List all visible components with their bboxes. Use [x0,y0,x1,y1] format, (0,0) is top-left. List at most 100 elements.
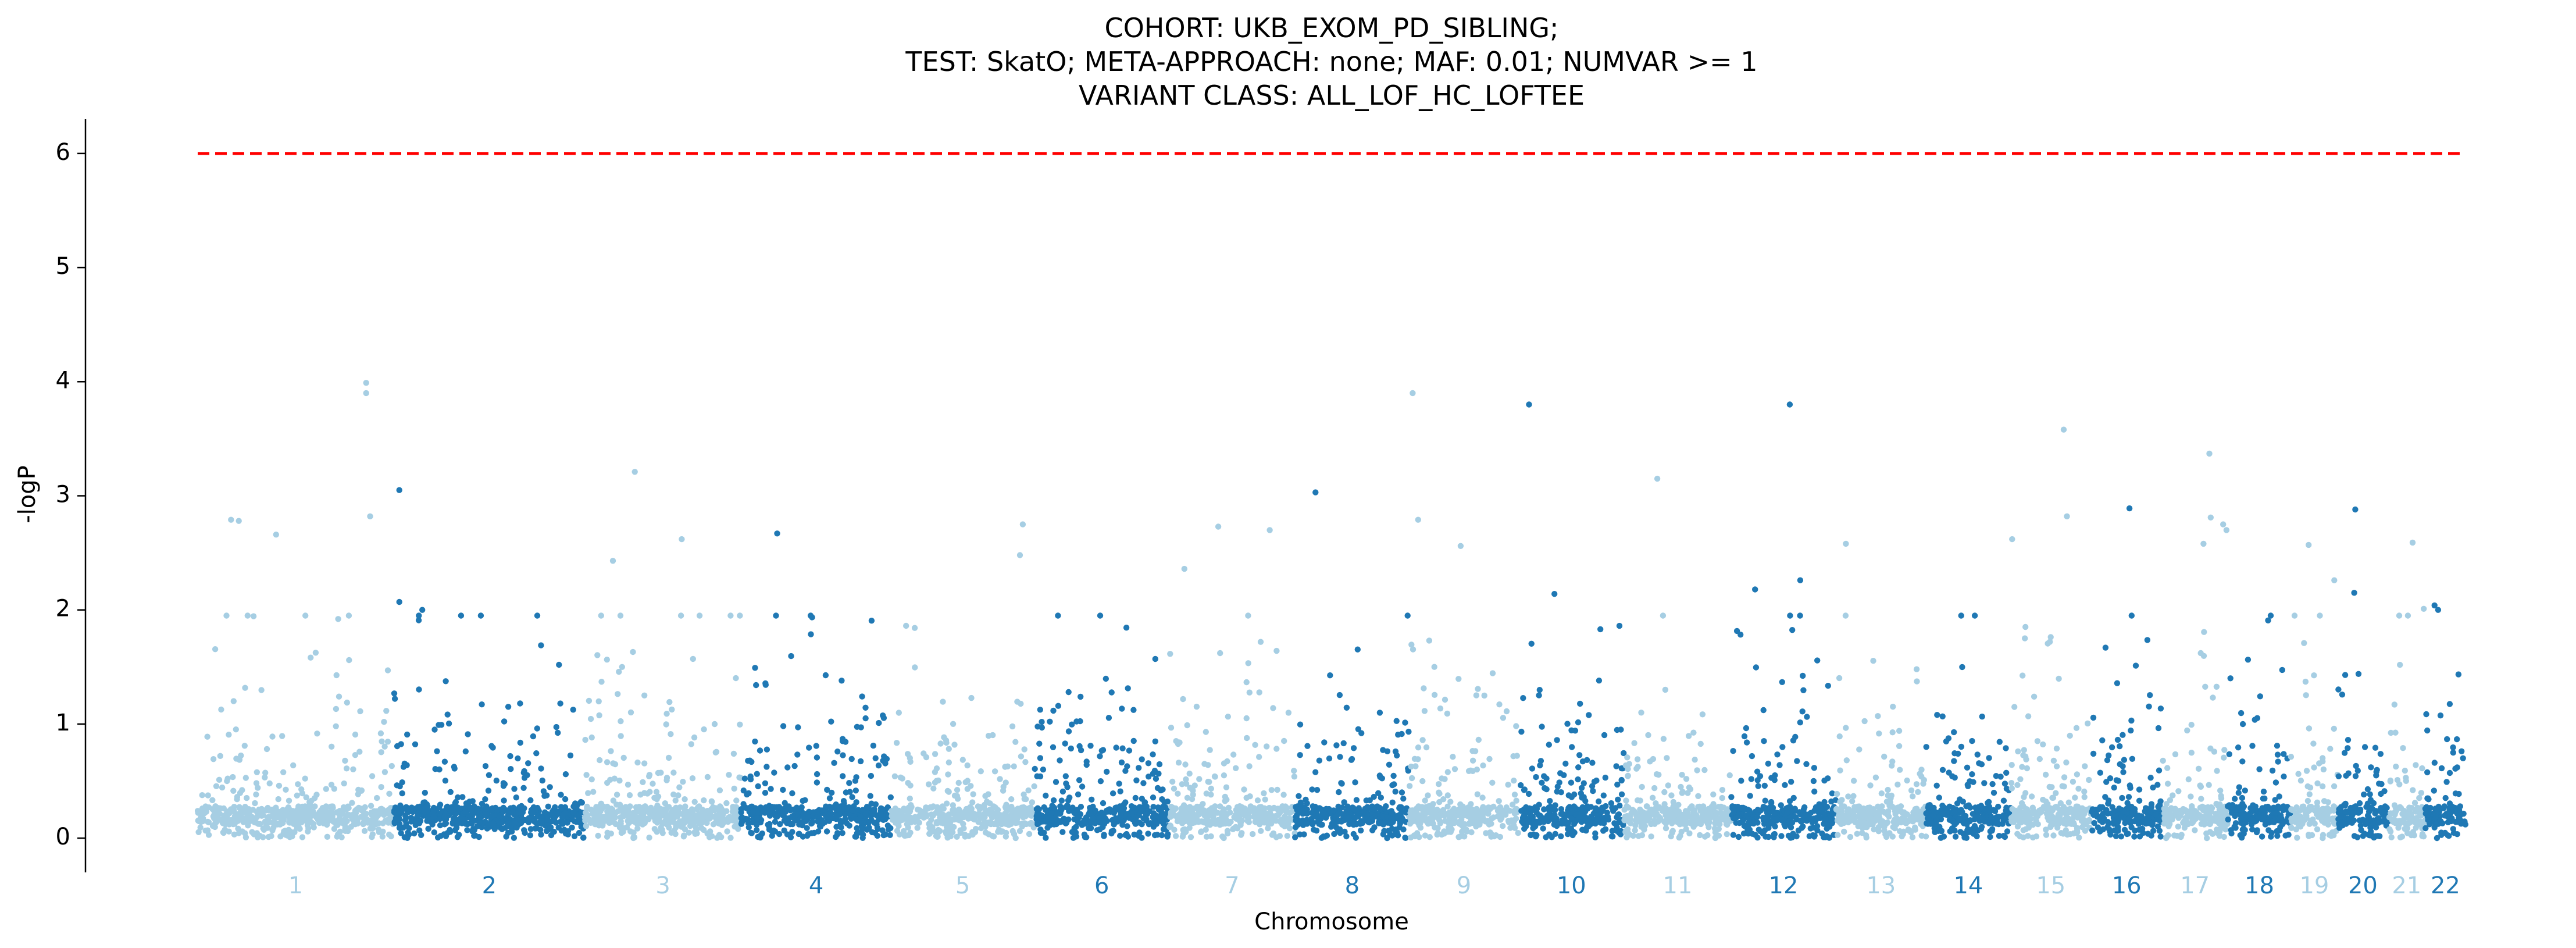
data-point [1760,804,1767,810]
data-point [1415,756,1421,762]
data-point [950,721,957,728]
data-point [1523,823,1529,829]
data-point [1101,833,1107,839]
data-point [800,812,807,818]
data-point [503,833,509,840]
data-point [1687,805,1693,811]
data-point [747,773,754,780]
data-point [1533,806,1540,812]
data-point [1790,794,1797,801]
data-point [1794,758,1800,764]
data-point [1297,752,1303,758]
data-point [1799,708,1806,715]
data-point [657,808,663,815]
data-point [789,829,795,835]
data-point [1530,825,1536,832]
data-point [210,756,217,762]
data-point [1761,738,1767,744]
data-point [1130,737,1137,744]
data-point [1528,806,1534,812]
data-point [1002,815,1008,822]
data-point [531,818,538,825]
data-point [1044,825,1051,831]
data-point [1484,818,1491,824]
data-point [1503,804,1510,811]
data-point [1389,782,1396,789]
data-point [1679,789,1686,795]
data-point [404,731,411,738]
data-point [766,812,773,819]
data-point [910,815,916,822]
data-point [824,786,830,793]
data-point [1442,696,1448,703]
data-point [1854,831,1860,837]
data-point [279,733,286,739]
data-point [932,769,939,775]
data-point [934,807,941,814]
data-point [836,806,842,812]
data-point [712,749,719,756]
data-point [983,799,990,805]
data-point [545,803,551,810]
data-point [1167,651,1173,657]
data-point [933,778,940,784]
data-point [1398,789,1405,796]
data-point [1469,748,1476,754]
data-point [625,782,631,788]
data-point [1568,815,1575,822]
data-point [704,819,710,826]
data-point [1552,831,1558,837]
data-point [571,818,578,825]
data-point [1486,755,1493,762]
data-point [1075,814,1081,821]
data-point [1493,832,1499,839]
data-point [253,791,259,798]
data-point [997,812,1004,818]
data-point [704,774,711,781]
data-point [1104,768,1110,775]
data-point [982,814,988,821]
data-point [1670,799,1676,806]
data-point [1100,824,1106,831]
data-point [1203,826,1209,833]
data-point [1850,778,1857,784]
data-point [1351,807,1358,813]
data-point [1911,807,1918,814]
data-point [1473,767,1480,773]
data-point [719,821,726,827]
data-point [1546,742,1552,748]
data-point [1179,781,1186,787]
data-point [571,833,578,840]
data-point [1408,763,1414,770]
data-point [219,784,226,791]
data-point [547,824,554,831]
data-point [1814,823,1821,829]
data-point [1716,819,1722,825]
data-point [1217,650,1223,657]
data-point [905,804,912,811]
data-point [819,807,825,814]
data-point [1441,828,1447,835]
data-point [744,791,750,798]
data-point [1040,829,1046,836]
data-point [1081,831,1088,838]
data-point [1222,793,1228,800]
data-point [690,655,697,662]
data-point [1647,808,1653,814]
data-point [1171,785,1178,792]
data-point [1699,812,1706,819]
data-point [867,793,874,799]
data-point [241,743,248,749]
data-point [552,804,558,811]
data-point [1040,767,1047,773]
data-point [887,832,893,839]
data-point [733,797,740,804]
data-point [1781,821,1787,828]
data-point [806,808,812,815]
data-point [333,822,340,828]
data-point [1244,735,1250,742]
data-point [1803,818,1810,824]
data-point [564,819,570,826]
data-point [1889,833,1896,840]
data-point [1043,807,1050,814]
